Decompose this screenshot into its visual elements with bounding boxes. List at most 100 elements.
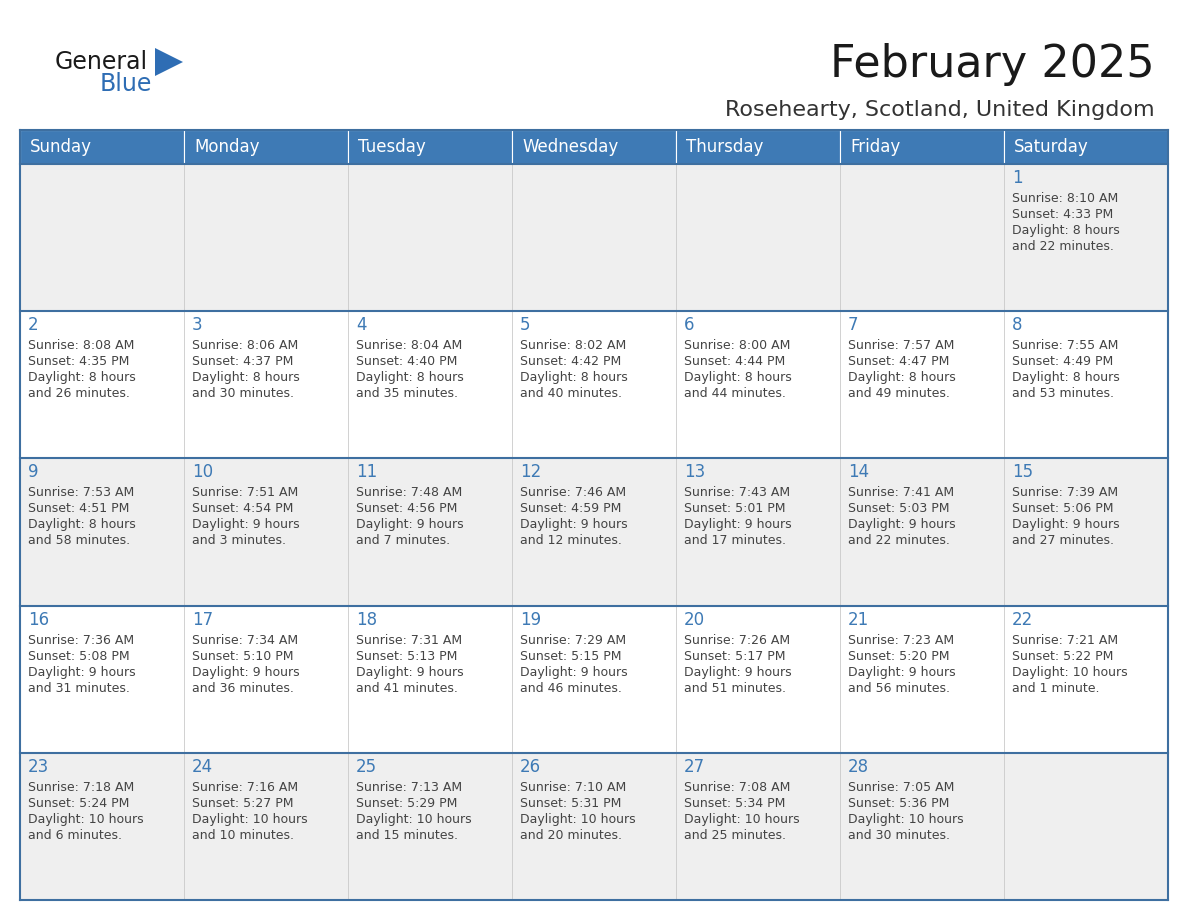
Bar	[840, 458, 1004, 606]
Text: 10: 10	[192, 464, 213, 481]
Text: 19: 19	[520, 610, 541, 629]
Text: Sunset: 5:34 PM: Sunset: 5:34 PM	[684, 797, 785, 810]
Text: and 22 minutes.: and 22 minutes.	[1012, 240, 1114, 253]
Text: Sunrise: 7:21 AM: Sunrise: 7:21 AM	[1012, 633, 1118, 646]
Text: Sunset: 4:51 PM: Sunset: 4:51 PM	[29, 502, 129, 515]
Text: and 10 minutes.: and 10 minutes.	[192, 829, 293, 842]
Text: Sunset: 4:56 PM: Sunset: 4:56 PM	[356, 502, 457, 515]
Bar	[1004, 130, 1168, 164]
Bar	[20, 164, 184, 311]
Text: Sunset: 4:40 PM: Sunset: 4:40 PM	[356, 355, 457, 368]
Text: 24: 24	[192, 757, 213, 776]
Text: Sunset: 4:59 PM: Sunset: 4:59 PM	[520, 502, 621, 515]
Polygon shape	[154, 48, 183, 76]
Text: Sunrise: 7:16 AM: Sunrise: 7:16 AM	[192, 781, 298, 794]
Text: 26: 26	[520, 757, 541, 776]
Text: 14: 14	[848, 464, 870, 481]
Bar	[840, 311, 1004, 458]
Bar	[348, 311, 512, 458]
Bar	[184, 311, 348, 458]
Bar	[1004, 164, 1168, 311]
Text: Sunrise: 7:13 AM: Sunrise: 7:13 AM	[356, 781, 462, 794]
Bar	[348, 164, 512, 311]
Text: Sunrise: 7:57 AM: Sunrise: 7:57 AM	[848, 339, 954, 353]
Text: Sunrise: 8:08 AM: Sunrise: 8:08 AM	[29, 339, 134, 353]
Text: Sunrise: 7:36 AM: Sunrise: 7:36 AM	[29, 633, 134, 646]
Text: Sunrise: 8:10 AM: Sunrise: 8:10 AM	[1012, 192, 1118, 205]
Bar	[1004, 458, 1168, 606]
Text: Daylight: 10 hours: Daylight: 10 hours	[684, 812, 800, 826]
Text: Daylight: 10 hours: Daylight: 10 hours	[356, 812, 472, 826]
Bar	[348, 753, 512, 900]
Text: Sunset: 4:42 PM: Sunset: 4:42 PM	[520, 355, 621, 368]
Text: Wednesday: Wednesday	[522, 138, 618, 156]
Text: 28: 28	[848, 757, 870, 776]
Text: Sunrise: 7:41 AM: Sunrise: 7:41 AM	[848, 487, 954, 499]
Text: 5: 5	[520, 316, 531, 334]
Text: 21: 21	[848, 610, 870, 629]
Text: Sunset: 5:10 PM: Sunset: 5:10 PM	[192, 650, 293, 663]
Text: Friday: Friday	[849, 138, 901, 156]
Text: Sunrise: 7:23 AM: Sunrise: 7:23 AM	[848, 633, 954, 646]
Bar	[348, 458, 512, 606]
Text: and 22 minutes.: and 22 minutes.	[848, 534, 950, 547]
Text: and 12 minutes.: and 12 minutes.	[520, 534, 621, 547]
Bar	[840, 606, 1004, 753]
Text: Sunset: 5:03 PM: Sunset: 5:03 PM	[848, 502, 949, 515]
Text: Sunset: 5:17 PM: Sunset: 5:17 PM	[684, 650, 785, 663]
Text: Sunset: 4:47 PM: Sunset: 4:47 PM	[848, 355, 949, 368]
Text: and 35 minutes.: and 35 minutes.	[356, 387, 459, 400]
Text: Daylight: 8 hours: Daylight: 8 hours	[192, 371, 299, 385]
Text: Sunset: 4:49 PM: Sunset: 4:49 PM	[1012, 355, 1113, 368]
Text: General: General	[55, 50, 148, 74]
Bar	[512, 311, 676, 458]
Text: and 53 minutes.: and 53 minutes.	[1012, 387, 1114, 400]
Text: and 25 minutes.: and 25 minutes.	[684, 829, 786, 842]
Bar	[184, 606, 348, 753]
Text: Sunrise: 7:08 AM: Sunrise: 7:08 AM	[684, 781, 790, 794]
Text: Sunset: 5:08 PM: Sunset: 5:08 PM	[29, 650, 129, 663]
Text: and 36 minutes.: and 36 minutes.	[192, 681, 293, 695]
Text: Sunset: 5:22 PM: Sunset: 5:22 PM	[1012, 650, 1113, 663]
Text: Daylight: 9 hours: Daylight: 9 hours	[848, 519, 955, 532]
Text: Sunrise: 7:51 AM: Sunrise: 7:51 AM	[192, 487, 298, 499]
Text: Daylight: 9 hours: Daylight: 9 hours	[684, 519, 791, 532]
Bar	[512, 606, 676, 753]
Text: 12: 12	[520, 464, 542, 481]
Text: Daylight: 9 hours: Daylight: 9 hours	[356, 519, 463, 532]
Text: and 44 minutes.: and 44 minutes.	[684, 387, 786, 400]
Text: Sunrise: 7:29 AM: Sunrise: 7:29 AM	[520, 633, 626, 646]
Text: 7: 7	[848, 316, 859, 334]
Text: Sunset: 5:24 PM: Sunset: 5:24 PM	[29, 797, 129, 810]
Bar	[20, 606, 184, 753]
Text: Sunset: 5:13 PM: Sunset: 5:13 PM	[356, 650, 457, 663]
Text: and 7 minutes.: and 7 minutes.	[356, 534, 450, 547]
Text: Daylight: 8 hours: Daylight: 8 hours	[356, 371, 463, 385]
Text: Sunrise: 8:02 AM: Sunrise: 8:02 AM	[520, 339, 626, 353]
Text: 4: 4	[356, 316, 367, 334]
Text: and 30 minutes.: and 30 minutes.	[848, 829, 950, 842]
Text: 11: 11	[356, 464, 378, 481]
Text: Daylight: 9 hours: Daylight: 9 hours	[192, 666, 299, 678]
Bar	[840, 130, 1004, 164]
Bar	[676, 458, 840, 606]
Text: February 2025: February 2025	[830, 43, 1155, 86]
Text: and 41 minutes.: and 41 minutes.	[356, 681, 457, 695]
Text: Sunrise: 7:31 AM: Sunrise: 7:31 AM	[356, 633, 462, 646]
Text: Sunset: 5:36 PM: Sunset: 5:36 PM	[848, 797, 949, 810]
Text: Sunrise: 7:10 AM: Sunrise: 7:10 AM	[520, 781, 626, 794]
Text: and 58 minutes.: and 58 minutes.	[29, 534, 131, 547]
Bar	[20, 311, 184, 458]
Text: and 40 minutes.: and 40 minutes.	[520, 387, 623, 400]
Text: 9: 9	[29, 464, 38, 481]
Text: Sunset: 4:44 PM: Sunset: 4:44 PM	[684, 355, 785, 368]
Text: Monday: Monday	[194, 138, 259, 156]
Bar	[512, 458, 676, 606]
Text: 15: 15	[1012, 464, 1034, 481]
Text: Daylight: 9 hours: Daylight: 9 hours	[520, 666, 627, 678]
Text: Daylight: 10 hours: Daylight: 10 hours	[192, 812, 308, 826]
Text: Daylight: 9 hours: Daylight: 9 hours	[520, 519, 627, 532]
Text: Daylight: 8 hours: Daylight: 8 hours	[520, 371, 627, 385]
Text: Daylight: 9 hours: Daylight: 9 hours	[848, 666, 955, 678]
Text: and 15 minutes.: and 15 minutes.	[356, 829, 459, 842]
